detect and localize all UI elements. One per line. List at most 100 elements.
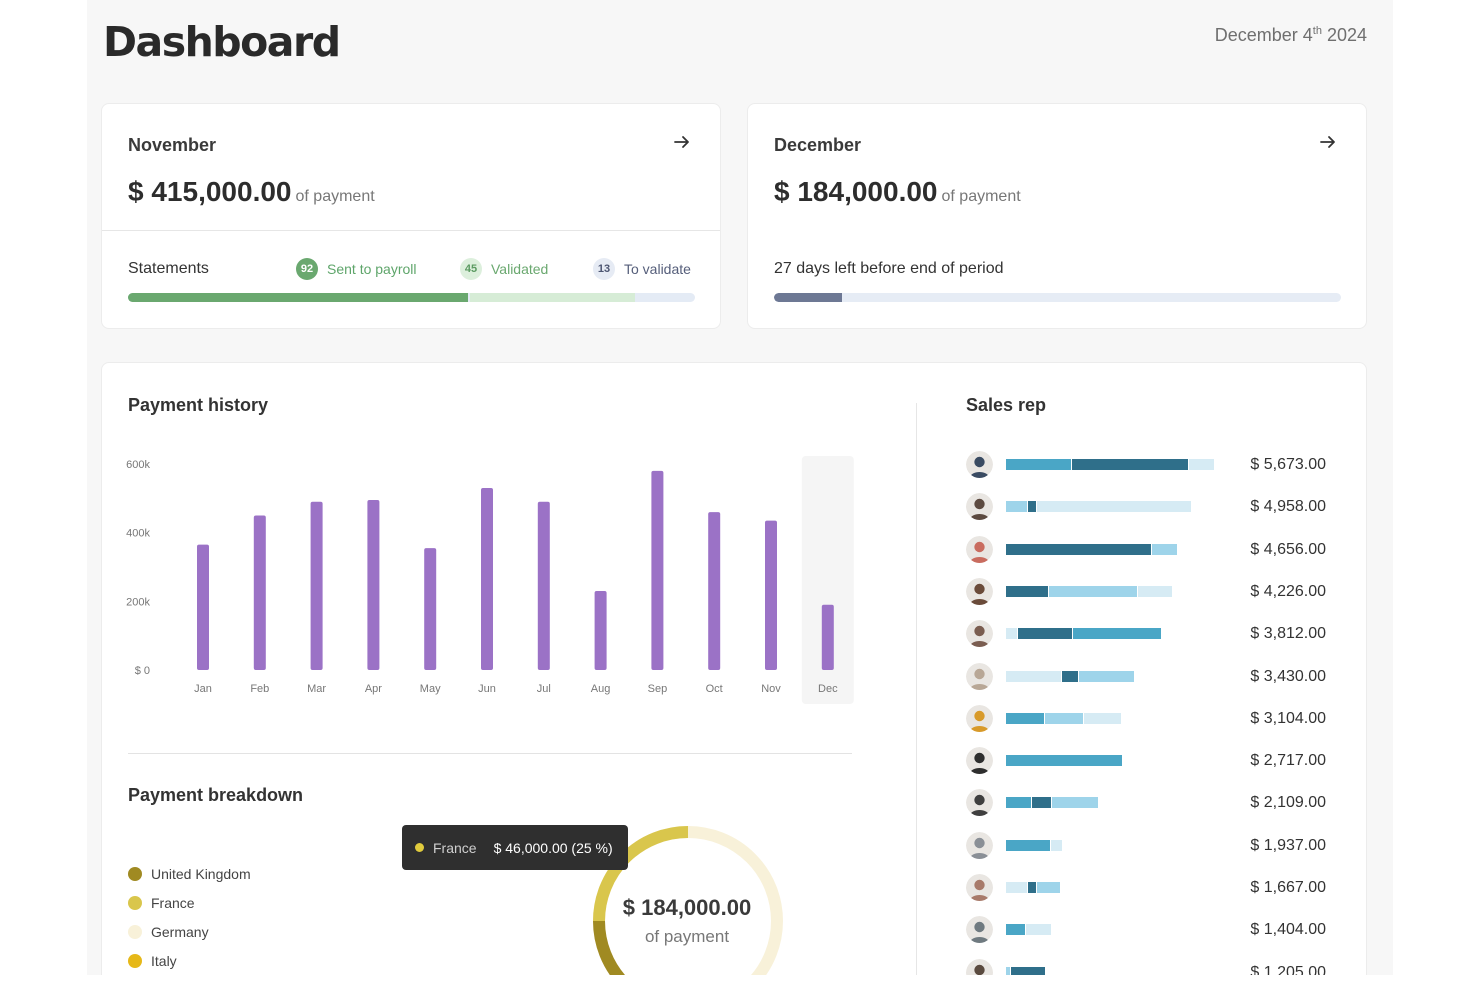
legend-label: Germany xyxy=(151,923,209,940)
sales-rep-row[interactable]: $ 3,812.00 xyxy=(966,620,1326,650)
y-tick-label: $ 600k xyxy=(126,459,150,471)
december-amount-value: $ 184,000.00 xyxy=(774,176,938,207)
bar-oct[interactable] xyxy=(708,512,721,670)
bar-dec[interactable] xyxy=(821,604,834,670)
sales-rep-title: Sales rep xyxy=(966,395,1047,415)
rep-amount: $ 3,104.00 xyxy=(1250,709,1326,727)
avatar[interactable] xyxy=(966,535,993,563)
avatar[interactable] xyxy=(966,916,993,944)
x-tick-label: Jun xyxy=(478,683,496,695)
sales-rep-row[interactable]: $ 1,937.00 xyxy=(966,831,1326,862)
rep-bar-segment xyxy=(1006,459,1072,470)
rep-bar-segment xyxy=(1028,882,1037,893)
bar-mar[interactable] xyxy=(310,501,323,670)
november-title: November xyxy=(128,135,217,155)
rep-amount: $ 2,109.00 xyxy=(1250,794,1326,812)
x-tick-label: Feb xyxy=(250,683,269,695)
sales-rep-row[interactable]: $ 3,430.00 xyxy=(966,662,1326,693)
rep-amount: $ 5,673.00 xyxy=(1250,456,1326,473)
rep-bar-segment xyxy=(1079,670,1134,682)
legend-item: France xyxy=(128,888,251,917)
rep-amount: $ 1,205.00 xyxy=(1250,963,1326,975)
rep-bar-segment xyxy=(1006,839,1051,851)
x-tick-label: Oct xyxy=(706,683,723,695)
dashboard-app: Dashboard December 4th 2024 November $ 4… xyxy=(87,0,1393,975)
avatar[interactable] xyxy=(966,451,993,478)
sent-segment xyxy=(128,293,469,302)
rep-bar-segment xyxy=(1006,670,1061,682)
sales-rep-row[interactable]: $ 3,104.00 xyxy=(966,704,1326,735)
avatar[interactable] xyxy=(966,958,993,975)
x-tick-label: Dec xyxy=(818,683,838,695)
rep-bar-segment xyxy=(1025,924,1052,936)
rep-amount: $ 4,958.00 xyxy=(1250,498,1326,516)
avatar[interactable] xyxy=(966,577,993,605)
rep-amount: $ 1,937.00 xyxy=(1250,836,1326,854)
legend-label: France xyxy=(151,894,195,911)
x-tick-label: Nov xyxy=(761,683,781,695)
bar-jan[interactable] xyxy=(197,544,209,670)
bar-apr[interactable] xyxy=(367,500,380,670)
rep-bar-segment xyxy=(1052,797,1099,809)
rep-bar-segment xyxy=(1049,585,1138,597)
rep-bar-segment xyxy=(1037,882,1061,893)
donut-tooltip: France $ 46,000.00 (25 %) xyxy=(402,825,628,870)
avatar[interactable] xyxy=(966,704,993,732)
avatar[interactable] xyxy=(966,831,993,859)
avatar[interactable] xyxy=(966,747,993,775)
sales-rep-row[interactable]: $ 1,667.00 xyxy=(966,874,1326,904)
sales-rep-row[interactable]: $ 2,109.00 xyxy=(966,789,1326,819)
avatar[interactable] xyxy=(966,789,993,817)
bar-nov[interactable] xyxy=(765,520,777,670)
x-tick-label: Jan xyxy=(194,683,212,695)
bar-may[interactable] xyxy=(424,548,437,670)
sales-rep-row[interactable]: $ 4,226.00 xyxy=(966,577,1326,608)
avatar[interactable] xyxy=(966,874,993,901)
rep-bar-segment xyxy=(1044,712,1083,724)
sales-rep-row[interactable]: $ 5,673.00 xyxy=(966,451,1326,481)
december-card[interactable]: December $ 184,000.00 of payment 27 days … xyxy=(747,103,1367,329)
arrow-right-icon[interactable] xyxy=(1318,132,1338,152)
period-progress-bar xyxy=(774,293,1341,302)
main-panel: Payment history $ 0 $ 200k $ 400k $ 600k Jan… xyxy=(101,362,1367,975)
section-divider xyxy=(128,753,852,754)
bar-jun[interactable] xyxy=(481,488,493,670)
rep-amount: $ 2,717.00 xyxy=(1250,752,1326,770)
rep-amount: $ 1,404.00 xyxy=(1250,921,1326,939)
validated-label: Validated xyxy=(491,261,549,277)
legend-label: United Kingdom xyxy=(151,865,251,882)
donut-uk-slice[interactable] xyxy=(593,920,688,975)
avatar[interactable] xyxy=(966,620,993,648)
sales-rep-row[interactable]: $ 1,404.00 xyxy=(966,916,1326,946)
statements-label: Statements xyxy=(128,260,209,277)
december-amount-suffix: of payment xyxy=(941,188,1021,205)
rep-bar-segment xyxy=(1188,459,1214,470)
rep-bar-segment xyxy=(1032,797,1052,809)
validated-count-badge: 45 xyxy=(460,258,482,280)
avatar[interactable] xyxy=(966,662,993,690)
bar-sep[interactable] xyxy=(651,470,664,670)
y-tick-label: $ 400k xyxy=(126,528,150,540)
november-amount: $ 415,000.00 of payment xyxy=(128,176,375,208)
avatar[interactable] xyxy=(966,493,993,521)
bar-jul[interactable] xyxy=(537,501,550,670)
y-tick-label: $ 200k xyxy=(126,596,150,608)
donut-total: $ 184,000.00 xyxy=(622,895,752,920)
sales-rep-row[interactable]: $ 1,205.00 xyxy=(966,958,1326,975)
legend-label: Italy xyxy=(151,952,177,969)
tooltip-dot xyxy=(415,843,424,852)
period-progress-fill xyxy=(774,293,843,302)
bar-aug[interactable] xyxy=(594,591,607,670)
sales-rep-row[interactable]: $ 4,656.00 xyxy=(966,535,1326,566)
november-card[interactable]: November $ 415,000.00 of payment Statemen… xyxy=(101,103,721,329)
bar-feb[interactable] xyxy=(253,515,266,671)
rep-amount: $ 1,667.00 xyxy=(1250,879,1326,896)
days-left-label: 27 days left before end of period xyxy=(774,260,1004,277)
rep-bar-segment xyxy=(1072,459,1188,470)
arrow-right-icon[interactable] xyxy=(672,132,692,152)
to-validate-chip: 13 To validate xyxy=(593,258,691,280)
sales-rep-row[interactable]: $ 2,717.00 xyxy=(966,747,1326,777)
card-divider xyxy=(102,230,720,231)
sales-rep-row[interactable]: $ 4,958.00 xyxy=(966,493,1326,523)
highlight-column xyxy=(801,456,854,704)
